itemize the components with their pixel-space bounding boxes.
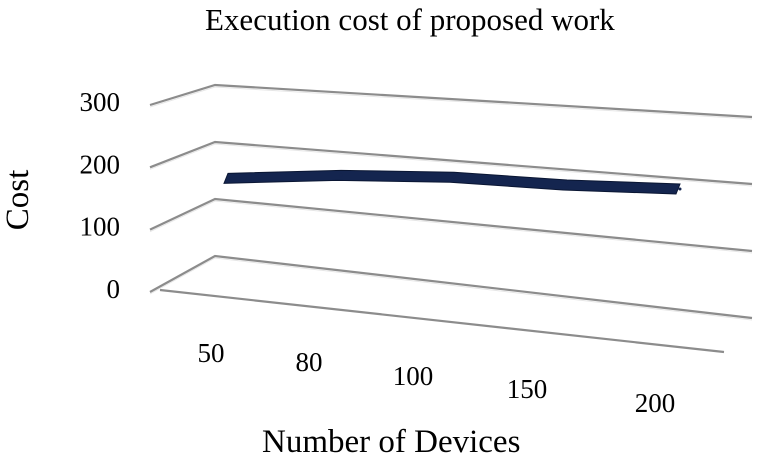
y-tick-label: 200 (80, 149, 121, 179)
data-point (226, 176, 230, 180)
gridline-shadow (149, 143, 753, 187)
floor-front-edge (159, 288, 725, 354)
gridline (149, 254, 753, 320)
x-axis-label: Number of Devices (262, 424, 521, 460)
x-tick-label: 200 (635, 388, 676, 418)
data-point (452, 175, 456, 179)
series-ribbon (223, 169, 681, 195)
gridline-shadow (149, 86, 753, 120)
gridline-shadow (149, 257, 753, 321)
x-tick-label: 150 (507, 374, 548, 404)
gridline (149, 83, 753, 119)
chart-title: Execution cost of proposed work (205, 2, 615, 37)
x-tick-label: 100 (393, 361, 434, 391)
y-tick-label: 0 (107, 274, 121, 304)
data-point (678, 187, 682, 191)
data-point (565, 183, 569, 187)
gridline-shadow (149, 200, 753, 254)
x-tick-label: 50 (198, 338, 225, 368)
data-point (339, 173, 343, 177)
x-tick-label: 80 (296, 347, 323, 377)
y-tick-label: 300 (80, 87, 121, 117)
gridline (149, 140, 753, 186)
gridline (149, 197, 753, 253)
y-tick-label: 100 (80, 212, 121, 242)
